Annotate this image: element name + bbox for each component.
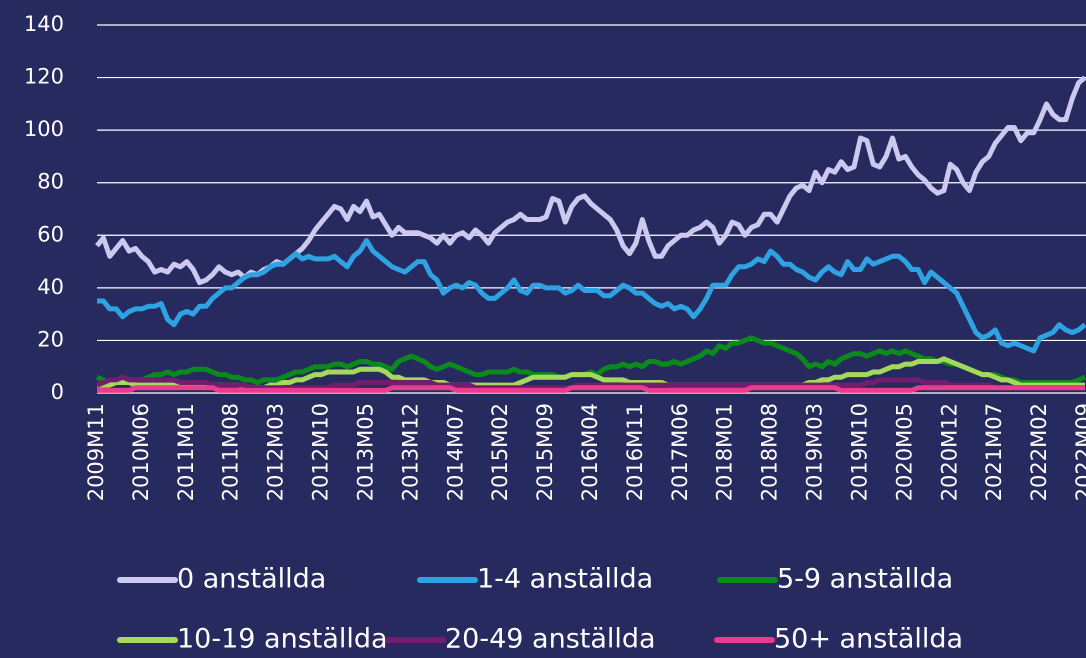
x-tick-label: 2015M09 bbox=[533, 403, 557, 501]
y-tick-label: 60 bbox=[37, 222, 64, 246]
legend-label: 20-49 anställda bbox=[445, 624, 656, 655]
x-tick-label: 2022M09 bbox=[1072, 403, 1086, 501]
series-line bbox=[97, 238, 1086, 354]
x-tick-label: 2009M11 bbox=[84, 403, 108, 501]
legend-label: 0 anställda bbox=[177, 564, 326, 595]
x-tick-label: 2011M01 bbox=[174, 403, 198, 501]
x-tick-label: 2019M03 bbox=[803, 403, 827, 501]
x-tick-label: 2018M01 bbox=[713, 403, 737, 501]
series-line bbox=[96, 374, 1085, 391]
x-tick-label: 2014M07 bbox=[443, 403, 467, 501]
series-line bbox=[95, 75, 1086, 286]
y-tick-label: 100 bbox=[24, 117, 64, 141]
series-line bbox=[96, 335, 1086, 385]
x-tick-label: 2012M03 bbox=[264, 403, 288, 501]
x-tick-label: 2015M02 bbox=[488, 403, 512, 501]
legend-label: 50+ anställda bbox=[774, 624, 963, 655]
x-tick-label: 2020M12 bbox=[937, 403, 961, 501]
x-tick-label: 2016M04 bbox=[578, 403, 602, 501]
x-tick-label: 2010M06 bbox=[129, 403, 153, 501]
legend-label: 1-4 anställda bbox=[477, 564, 653, 595]
y-tick-label: 120 bbox=[24, 65, 64, 89]
x-tick-label: 2022M02 bbox=[1027, 403, 1051, 501]
x-tick-label: 2020M05 bbox=[892, 403, 916, 501]
series-line bbox=[97, 385, 1085, 393]
x-tick-label: 2018M08 bbox=[758, 403, 782, 501]
x-tick-label: 2021M07 bbox=[982, 403, 1006, 501]
x-tick-label: 2011M08 bbox=[219, 403, 243, 501]
legend-label: 10-19 anställda bbox=[177, 624, 388, 655]
y-tick-label: 20 bbox=[37, 327, 64, 351]
x-tick-label: 2017M06 bbox=[668, 403, 692, 501]
legend-label: 5-9 anställda bbox=[777, 564, 953, 595]
y-tick-label: 40 bbox=[37, 275, 64, 299]
x-tick-label: 2013M12 bbox=[398, 403, 422, 501]
x-tick-label: 2013M05 bbox=[353, 403, 377, 501]
y-tick-label: 0 bbox=[51, 380, 64, 404]
x-tick-label: 2019M10 bbox=[847, 403, 871, 501]
x-tick-label: 2016M11 bbox=[623, 403, 647, 501]
y-tick-label: 80 bbox=[37, 170, 64, 194]
x-tick-label: 2012M10 bbox=[309, 403, 333, 501]
y-tick-label: 140 bbox=[24, 12, 64, 36]
